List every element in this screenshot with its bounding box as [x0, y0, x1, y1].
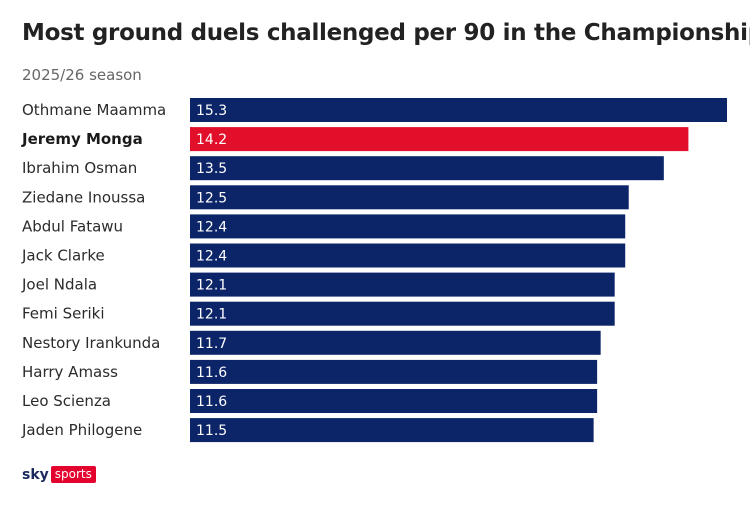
value-label-femi-seriki: 12.1: [196, 307, 227, 323]
bar-femi-seriki: [190, 301, 615, 326]
value-label-ziedane-inoussa: 12.5: [196, 190, 227, 206]
value-label-nestory-irankunda: 11.7: [196, 336, 227, 352]
bar-joel-ndala: [190, 272, 615, 297]
chart-subtitle: 2025/26 season: [22, 66, 142, 84]
value-label-jack-clarke: 12.4: [196, 249, 227, 265]
player-name-joel-ndala: Joel Ndala: [21, 276, 97, 294]
bar-jeremy-monga: [190, 127, 689, 152]
player-name-othmane-maamma: Othmane Maamma: [22, 101, 166, 119]
value-label-jaden-philogene: 11.5: [196, 423, 227, 439]
logo-sports-text: sports: [50, 466, 96, 483]
value-label-jeremy-monga: 14.2: [196, 132, 227, 148]
chart-title: Most ground duels challenged per 90 in t…: [22, 20, 750, 46]
bar-abdul-fatawu: [190, 214, 626, 239]
value-label-leo-scienza: 11.6: [196, 394, 227, 410]
player-name-ziedane-inoussa: Ziedane Inoussa: [22, 188, 145, 206]
value-label-harry-amass: 11.6: [196, 365, 227, 381]
logo-sky-text: sky: [22, 466, 49, 483]
player-name-leo-scienza: Leo Scienza: [22, 392, 111, 410]
player-name-nestory-irankunda: Nestory Irankunda: [22, 334, 160, 352]
bar-nestory-irankunda: [190, 330, 601, 355]
value-label-othmane-maamma: 15.3: [196, 103, 227, 119]
value-label-joel-ndala: 12.1: [196, 278, 227, 294]
player-name-ibrahim-osman: Ibrahim Osman: [22, 159, 137, 177]
value-label-abdul-fatawu: 12.4: [196, 219, 227, 235]
value-label-ibrahim-osman: 13.5: [196, 161, 227, 177]
bar-harry-amass: [190, 359, 598, 384]
player-name-jeremy-monga: Jeremy Monga: [21, 130, 143, 148]
player-name-harry-amass: Harry Amass: [22, 363, 118, 381]
player-name-jaden-philogene: Jaden Philogene: [21, 421, 142, 439]
bar-jack-clarke: [190, 243, 626, 268]
sky-sports-logo: sky sports: [22, 466, 96, 483]
player-name-abdul-fatawu: Abdul Fatawu: [22, 217, 123, 235]
player-name-femi-seriki: Femi Seriki: [22, 305, 105, 323]
bar-jaden-philogene: [190, 418, 594, 443]
player-name-jack-clarke: Jack Clarke: [21, 247, 105, 265]
bar-leo-scienza: [190, 389, 598, 413]
bar-ziedane-inoussa: [190, 185, 629, 210]
bar-othmane-maamma: [190, 98, 727, 122]
bar-ibrahim-osman: [190, 156, 664, 181]
